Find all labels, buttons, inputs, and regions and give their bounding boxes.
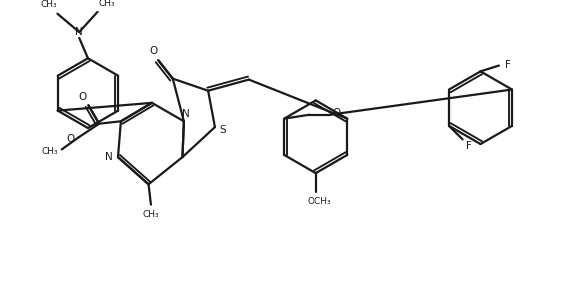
- Text: N: N: [75, 27, 83, 37]
- Text: N: N: [182, 109, 190, 119]
- Text: CH₃: CH₃: [98, 0, 115, 8]
- Text: CH₃: CH₃: [41, 147, 58, 156]
- Text: O: O: [332, 108, 340, 118]
- Text: S: S: [219, 125, 226, 136]
- Text: CH₃: CH₃: [40, 1, 57, 9]
- Text: O: O: [149, 46, 157, 57]
- Text: N: N: [106, 152, 113, 162]
- Text: F: F: [505, 59, 511, 70]
- Text: F: F: [466, 141, 472, 151]
- Text: OCH₃: OCH₃: [308, 197, 331, 206]
- Text: O: O: [66, 134, 74, 144]
- Text: CH₃: CH₃: [143, 210, 159, 219]
- Text: O: O: [79, 92, 87, 102]
